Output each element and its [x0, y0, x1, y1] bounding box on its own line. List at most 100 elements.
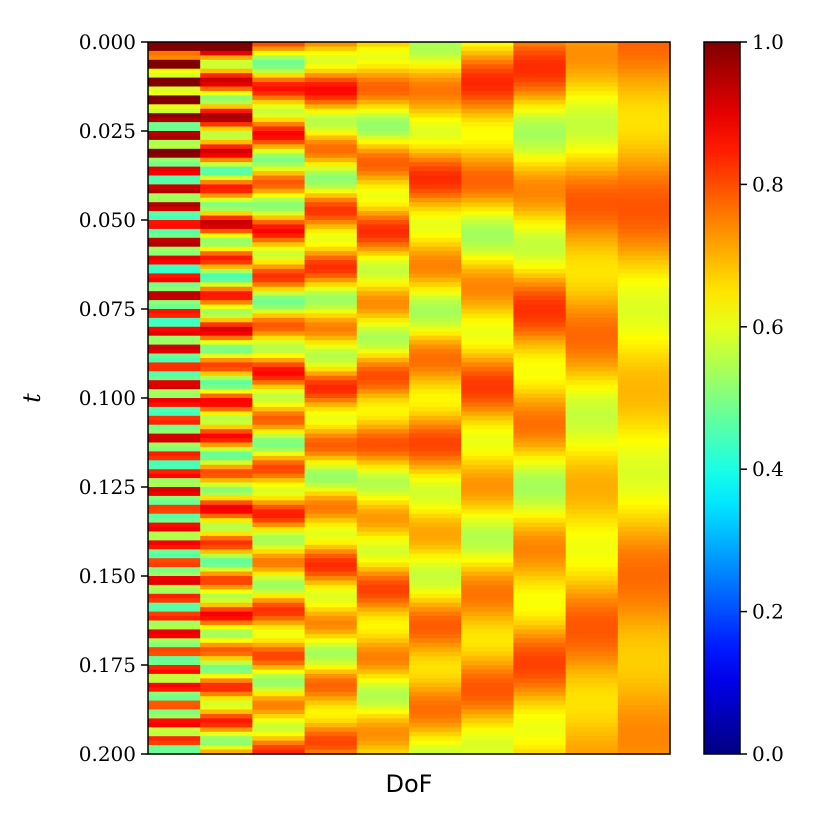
heatmap-cell: [200, 727, 253, 733]
heatmap-cell: [304, 188, 358, 194]
heatmap-cell: [356, 131, 410, 137]
heatmap-cell: [304, 429, 358, 435]
heatmap-cell: [513, 446, 567, 452]
heatmap-cell: [148, 571, 201, 577]
heatmap-cell: [200, 531, 253, 537]
heatmap-cell: [513, 633, 567, 639]
heatmap-cell: [461, 660, 514, 666]
heatmap-cell: [200, 553, 253, 559]
heatmap-cell: [356, 104, 410, 110]
heatmap-cell: [200, 375, 253, 381]
heatmap-cell: [148, 220, 201, 226]
heatmap-cell: [200, 665, 253, 671]
heatmap-cell: [356, 647, 410, 653]
heatmap-cell: [617, 95, 671, 101]
heatmap-cell: [252, 340, 306, 346]
heatmap-cell: [513, 99, 567, 105]
heatmap-cell: [617, 380, 671, 386]
heatmap-cell: [565, 335, 619, 341]
heatmap-cell: [461, 593, 514, 599]
heatmap-cell: [461, 500, 514, 506]
heatmap-cell: [356, 237, 410, 243]
heatmap-cell: [513, 558, 567, 564]
heatmap-cell: [304, 389, 358, 395]
heatmap-cell: [356, 446, 410, 452]
heatmap-cell: [513, 59, 567, 65]
heatmap-cell: [356, 77, 410, 83]
heatmap-cell: [304, 55, 358, 61]
heatmap-cell: [304, 411, 358, 417]
heatmap-cell: [461, 340, 514, 346]
heatmap-cell: [304, 607, 358, 613]
heatmap-cell: [356, 580, 410, 586]
heatmap-cell: [409, 624, 462, 630]
heatmap-cell: [304, 705, 358, 711]
heatmap-cell: [148, 451, 201, 457]
heatmap-cell: [304, 656, 358, 662]
heatmap-cell: [409, 460, 462, 466]
heatmap-cell: [356, 464, 410, 470]
heatmap-cell: [252, 148, 306, 154]
heatmap-cell: [565, 366, 619, 372]
colorbar-ticks: 0.00.20.40.60.81.0: [740, 30, 784, 766]
heatmap-cell: [617, 131, 671, 137]
heatmap-cell: [356, 678, 410, 684]
heatmap-cell: [617, 291, 671, 297]
heatmap-cell: [252, 500, 306, 506]
heatmap-cell: [304, 82, 358, 88]
heatmap-cell: [513, 393, 567, 399]
heatmap-cell: [565, 487, 619, 493]
heatmap-cell: [565, 522, 619, 528]
heatmap-cell: [461, 202, 514, 208]
heatmap-cell: [409, 549, 462, 555]
heatmap-cell: [617, 389, 671, 395]
heatmap-cell: [617, 406, 671, 412]
heatmap-cell: [148, 42, 201, 48]
heatmap-cell: [617, 429, 671, 435]
heatmap-cell: [356, 220, 410, 226]
heatmap-cell: [513, 482, 567, 488]
heatmap-cell: [356, 406, 410, 412]
heatmap-cell: [409, 665, 462, 671]
heatmap-cell: [356, 691, 410, 697]
heatmap-cell: [461, 304, 514, 310]
heatmap-cell: [356, 175, 410, 181]
heatmap-cell: [304, 638, 358, 644]
heatmap-cell: [148, 647, 201, 653]
heatmap-cell: [565, 362, 619, 368]
heatmap-cell: [252, 233, 306, 239]
heatmap-cell: [617, 415, 671, 421]
heatmap-cell: [304, 740, 358, 746]
heatmap-cell: [304, 99, 358, 105]
heatmap-cell: [200, 504, 253, 510]
heatmap-cell: [409, 340, 462, 346]
heatmap-cell: [252, 549, 306, 555]
heatmap-cell: [200, 442, 253, 448]
heatmap-cell: [461, 540, 514, 546]
heatmap-cell: [617, 77, 671, 83]
heatmap-cell: [356, 455, 410, 461]
heatmap-cell: [513, 135, 567, 141]
heatmap-cell: [461, 629, 514, 635]
heatmap-cell: [252, 504, 306, 510]
y-tick-label: 0.000: [79, 30, 136, 54]
heatmap-cell: [252, 642, 306, 648]
heatmap-cell: [304, 571, 358, 577]
heatmap-cell: [617, 527, 671, 533]
heatmap-cell: [461, 602, 514, 608]
heatmap-cell: [461, 353, 514, 359]
heatmap-cell: [304, 464, 358, 470]
heatmap-cell: [200, 491, 253, 497]
heatmap-cell: [252, 153, 306, 159]
heatmap-cell: [513, 736, 567, 742]
heatmap-cell: [356, 233, 410, 239]
heatmap-cell: [409, 309, 462, 315]
heatmap-cell: [617, 260, 671, 266]
heatmap-cell: [409, 64, 462, 70]
heatmap-cell: [304, 527, 358, 533]
heatmap-cell: [200, 509, 253, 515]
heatmap-cell: [565, 264, 619, 270]
heatmap-cell: [565, 727, 619, 733]
heatmap-cell: [617, 700, 671, 706]
heatmap-cell: [409, 135, 462, 141]
